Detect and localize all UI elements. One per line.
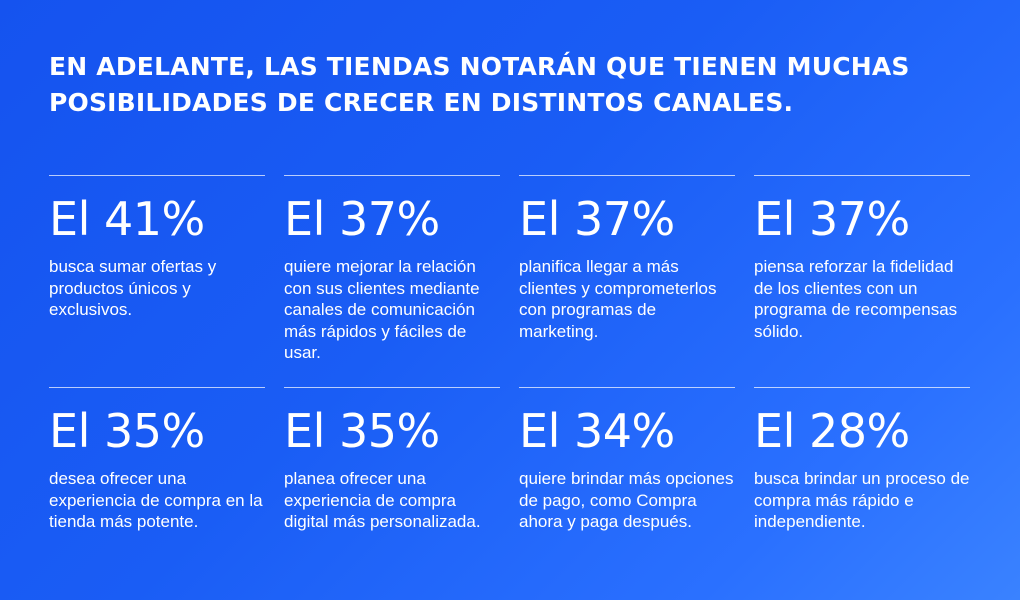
- stat-value: El 37%: [754, 192, 910, 246]
- stat-value: El 34%: [519, 404, 675, 458]
- stat-value: El 37%: [519, 192, 675, 246]
- stat-card-37-marketing: El 37% planifica llegar a más clientes y…: [519, 175, 735, 387]
- stat-description: busca brindar un proceso de compra más r…: [754, 469, 970, 531]
- stat-card-34-payments: El 34% quiere brindar más opciones de pa…: [519, 387, 735, 587]
- stat-card-35-in-store: El 35% desea ofrecer una experiencia de …: [49, 387, 265, 587]
- stat-description: piensa reforzar la fidelidad de los clie…: [754, 257, 958, 341]
- stat-description: busca sumar ofertas y productos únicos y…: [49, 257, 217, 319]
- stat-description: planifica llegar a más clientes y compro…: [519, 257, 717, 341]
- stat-value: El 35%: [49, 404, 205, 458]
- stat-description: desea ofrecer una experiencia de compra …: [49, 469, 263, 531]
- page-headline: EN ADELANTE, LAS TIENDAS NOTARÁN QUE TIE…: [49, 49, 989, 121]
- stat-value: El 41%: [49, 192, 205, 246]
- stat-card-35-digital: El 35% planea ofrecer una experiencia de…: [284, 387, 500, 587]
- stat-description: quiere mejorar la relación con sus clien…: [284, 257, 480, 362]
- stat-card-41-offers: El 41% busca sumar ofertas y productos ú…: [49, 175, 265, 387]
- stats-grid: El 41% busca sumar ofertas y productos ú…: [49, 175, 971, 587]
- stat-description: planea ofrecer una experiencia de compra…: [284, 469, 481, 531]
- stat-value: El 37%: [284, 192, 440, 246]
- headline-line-1: EN ADELANTE, LAS TIENDAS NOTARÁN QUE TIE…: [49, 52, 910, 81]
- stat-value: El 35%: [284, 404, 440, 458]
- stat-card-37-loyalty: El 37% piensa reforzar la fidelidad de l…: [754, 175, 970, 387]
- stat-description: quiere brindar más opciones de pago, com…: [519, 469, 734, 531]
- stat-card-28-checkout: El 28% busca brindar un proceso de compr…: [754, 387, 970, 587]
- stat-value: El 28%: [754, 404, 910, 458]
- headline-line-2: POSIBILIDADES DE CRECER EN DISTINTOS CAN…: [49, 88, 794, 117]
- stat-card-37-communication: El 37% quiere mejorar la relación con su…: [284, 175, 500, 387]
